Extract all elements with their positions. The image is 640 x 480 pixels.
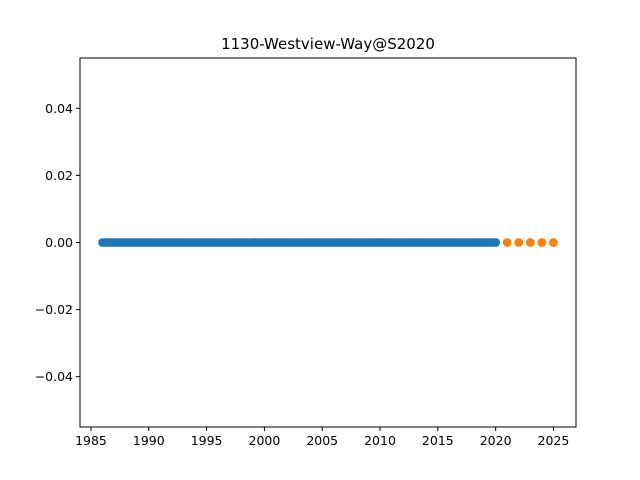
- y-tick-label: −0.04: [35, 369, 73, 384]
- x-tick-label: 2005: [306, 433, 338, 448]
- y-axis-ticks: −0.04 −0.02 0.00 0.02 0.04: [35, 101, 80, 384]
- y-tick-label: 0.04: [45, 101, 73, 116]
- data-points: [98, 238, 558, 247]
- chart-title: 1130-Westview-Way@S2020: [221, 35, 435, 53]
- data-point-series-2: [502, 238, 512, 247]
- data-point-series-2: [537, 238, 547, 247]
- x-tick-label: 1995: [191, 433, 223, 448]
- data-point-series-2: [525, 238, 535, 247]
- x-tick-label: 2025: [538, 433, 570, 448]
- data-point-series-1: [491, 238, 501, 247]
- data-point-series-2: [549, 238, 558, 247]
- x-tick-label: 2020: [480, 433, 512, 448]
- y-tick-label: −0.02: [35, 302, 73, 317]
- x-tick-label: 2000: [249, 433, 281, 448]
- plot-frame: [79, 57, 577, 428]
- x-tick-label: 2010: [364, 433, 396, 448]
- x-axis-ticks: 1985 1990 1995 2000 2005 2010 2015 2020 2025: [75, 427, 569, 448]
- x-tick-label: 1985: [75, 433, 107, 448]
- x-tick-label: 1990: [133, 433, 165, 448]
- x-tick-label: 2015: [422, 433, 454, 448]
- y-tick-label: 0.00: [45, 235, 73, 250]
- y-tick-label: 0.02: [45, 168, 73, 183]
- data-point-series-2: [514, 238, 524, 247]
